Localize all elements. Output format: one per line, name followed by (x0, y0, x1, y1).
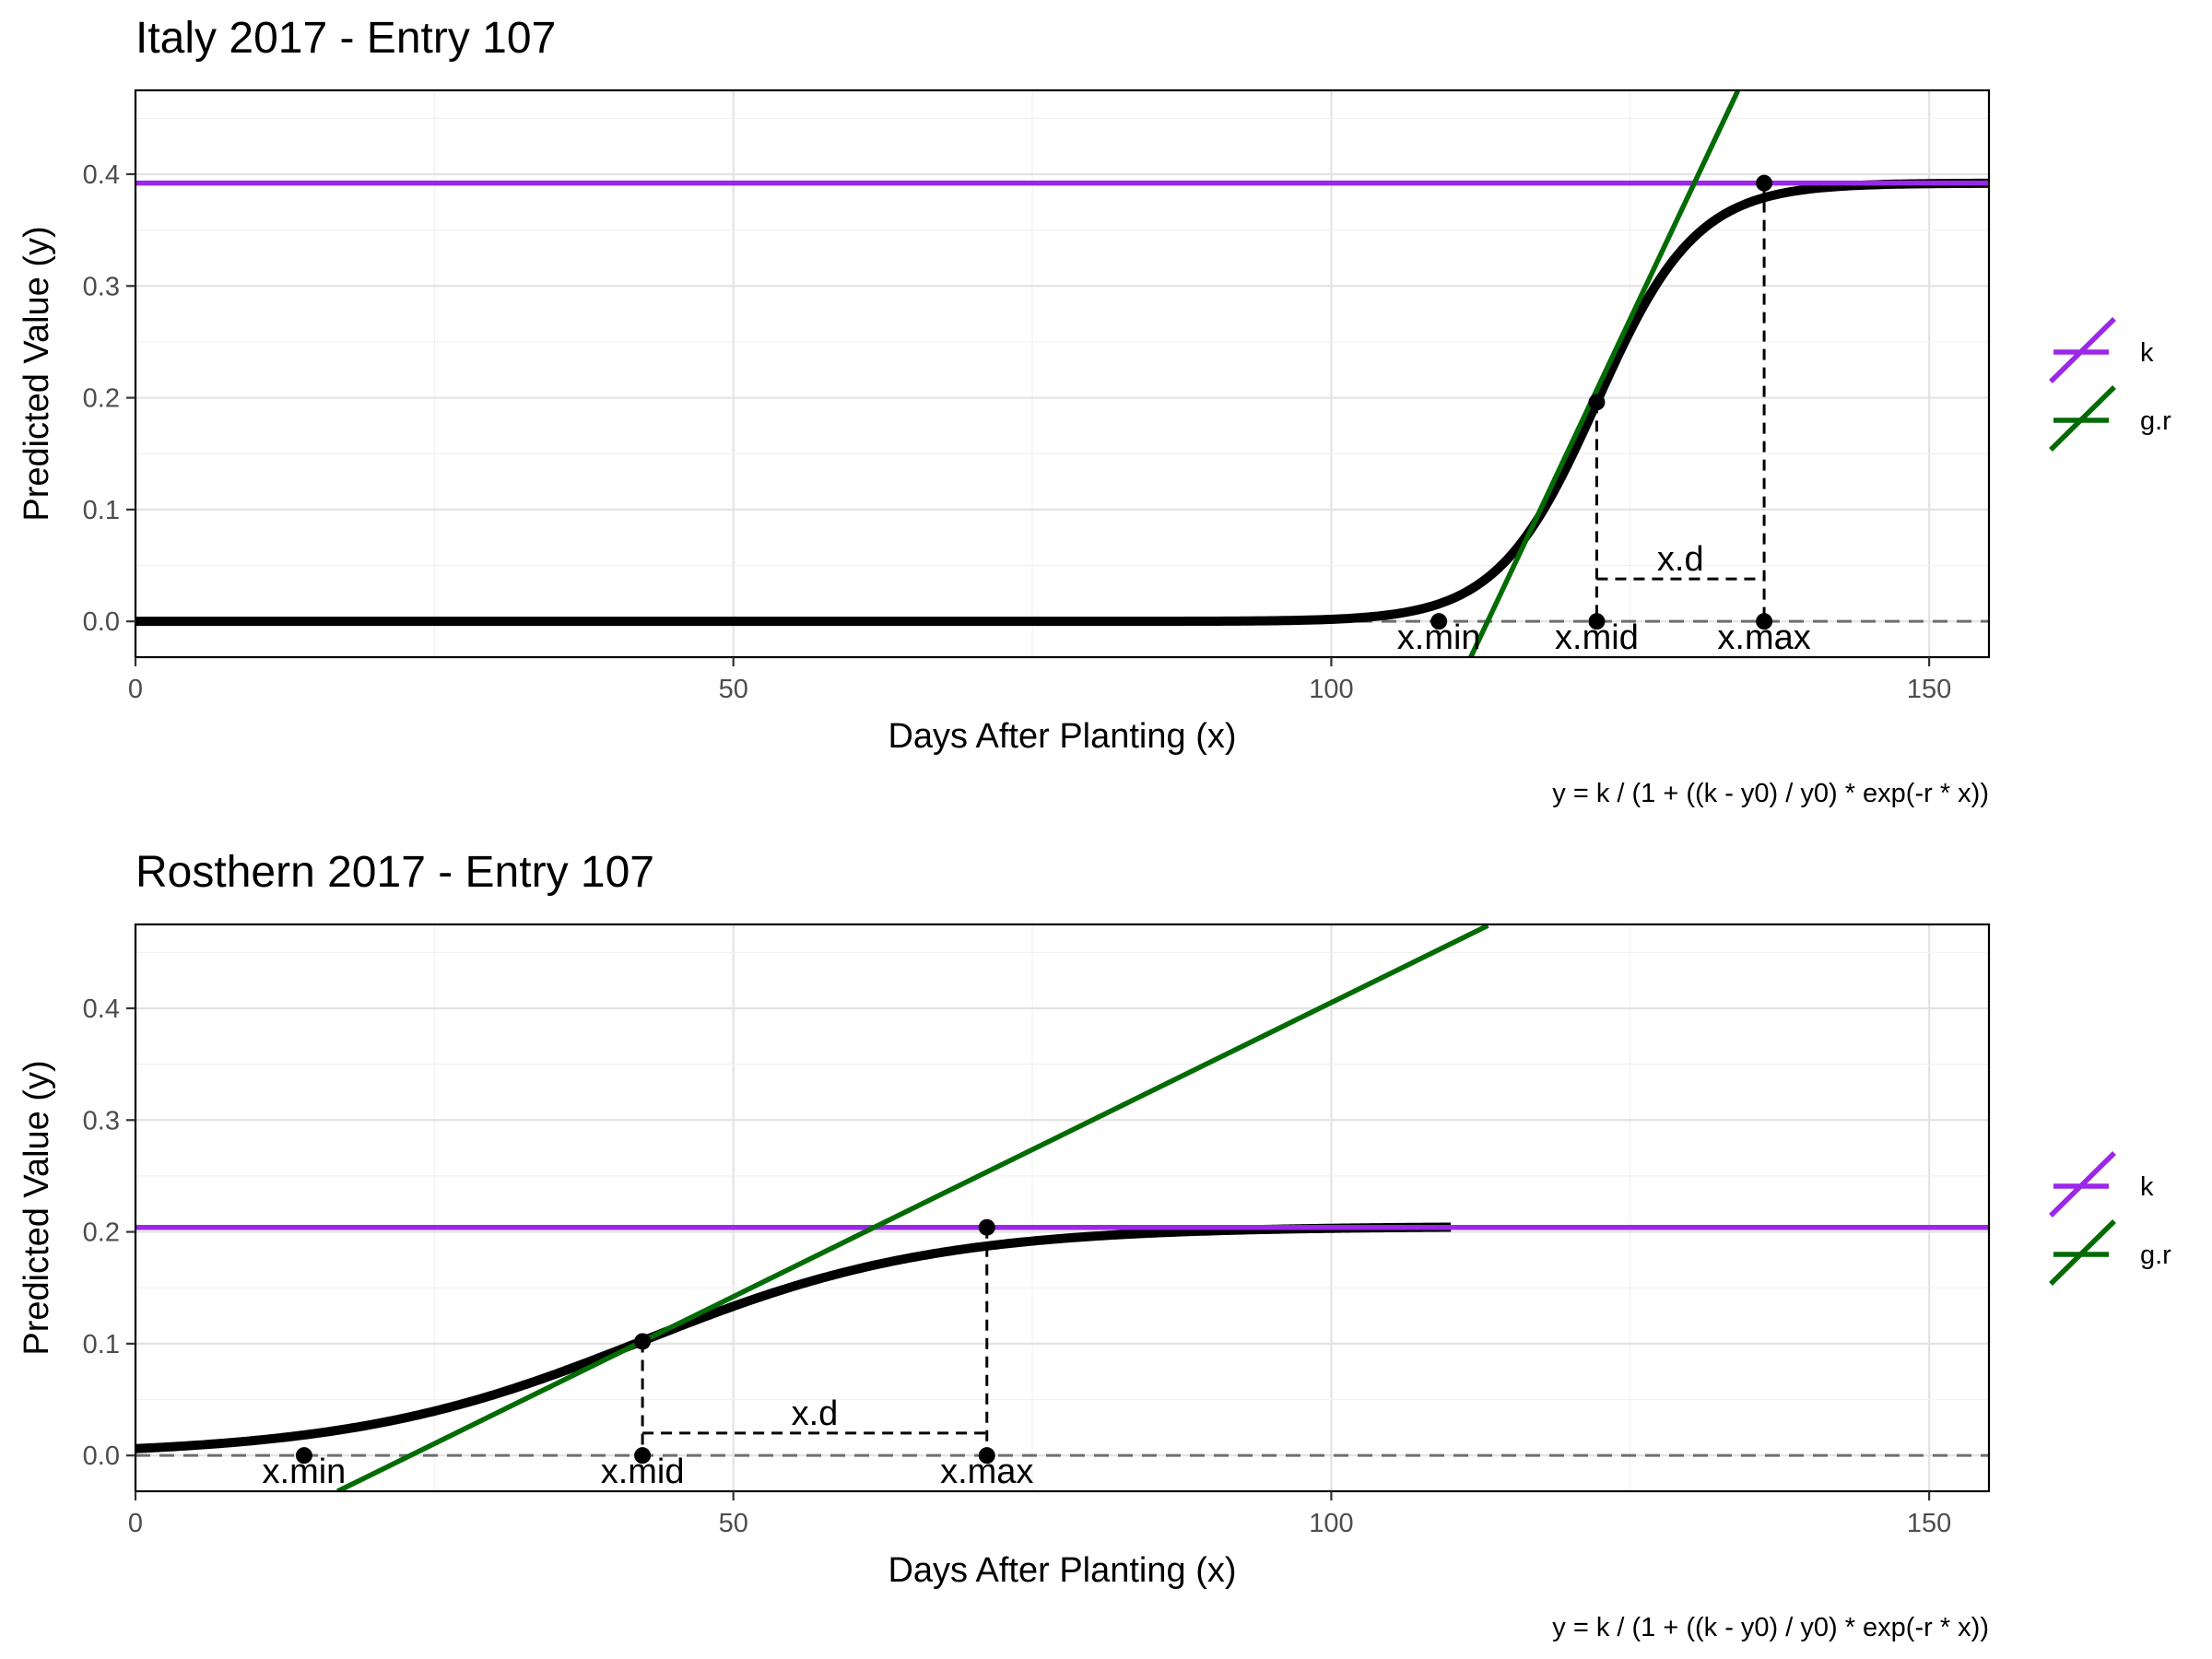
logistic-curve (135, 1222, 1452, 1453)
legend-key-g-r (2049, 1219, 2116, 1286)
x-d-label: x.d (792, 1394, 839, 1433)
panel-border (134, 88, 1991, 659)
plot-layers (135, 924, 1989, 1491)
x-tick-label: 50 (719, 1509, 748, 1538)
legend-label: g.r (2140, 1241, 2171, 1270)
y-axis-title: Predicted Value (y) (18, 1060, 56, 1355)
legend-key-k (2049, 317, 2116, 383)
chart-title: Italy 2017 - Entry 107 (135, 14, 556, 63)
point-x-max (978, 1218, 995, 1236)
y-tick-label: 0.4 (83, 160, 120, 190)
point-x-max (1756, 174, 1773, 192)
point-x-min (1430, 613, 1448, 630)
point-x-min (295, 1447, 312, 1465)
growth-rate-line (1467, 90, 1741, 657)
y-tick-label: 0.2 (83, 1218, 120, 1248)
point-label: x.max (940, 1453, 1033, 1491)
legend: k g.r (2049, 317, 2171, 452)
legend-diagonal-stroke (2049, 317, 2116, 383)
gridlines (135, 924, 1989, 1491)
x-tick-label: 0 (128, 675, 143, 704)
chart-panel-2: Rosthern 2017 - Entry 107 x.min x.mid x.max… (18, 848, 2171, 1642)
point-x-mid (1588, 394, 1606, 411)
x-axis-title: Days After Planting (x) (888, 717, 1236, 756)
point-x-mid (634, 1333, 652, 1350)
point-x-mid-baseline (1588, 613, 1606, 630)
plot-area (135, 924, 1989, 1491)
x-axis-title: Days After Planting (x) (888, 1551, 1236, 1590)
legend-label: g.r (2140, 406, 2171, 436)
y-tick-label: 0.1 (83, 1330, 120, 1359)
plot-area (135, 90, 1989, 657)
y-axis-title: Predicted Value (y) (18, 226, 56, 521)
point-markers (1430, 174, 1773, 630)
point-label: x.min (263, 1453, 347, 1491)
y-tick-label: 0.0 (83, 1441, 120, 1471)
y-tick-label: 0.2 (83, 384, 120, 414)
x-tick-label: 150 (1907, 675, 1951, 704)
point-x-max-baseline (1756, 613, 1773, 630)
point-x-max-baseline (978, 1447, 995, 1465)
chart-title: Rosthern 2017 - Entry 107 (135, 848, 654, 897)
growth-rate-line (336, 924, 1489, 1491)
x-tick-label: 100 (1309, 675, 1353, 704)
x-tick-label: 50 (719, 675, 748, 704)
legend-label: k (2140, 338, 2154, 368)
point-x-mid-baseline (634, 1447, 652, 1465)
legend-diagonal-stroke (2049, 1219, 2116, 1286)
legend-label: k (2140, 1172, 2154, 1202)
y-tick-label: 0.1 (83, 496, 120, 525)
legend-key-k (2049, 1151, 2116, 1218)
x-tick-label: 0 (128, 1509, 143, 1538)
x-d-label: x.d (1657, 540, 1704, 579)
x-tick-label: 150 (1907, 1509, 1951, 1538)
panel-border (134, 923, 1991, 1493)
legend: k g.r (2049, 1151, 2171, 1286)
y-tick-label: 0.4 (83, 994, 120, 1024)
point-label: x.mid (601, 1453, 685, 1491)
legend-key-g-r (2049, 385, 2116, 452)
legend-diagonal-stroke (2049, 1151, 2116, 1218)
y-tick-label: 0.3 (83, 272, 120, 301)
x-tick-label: 100 (1309, 1509, 1353, 1538)
point-label: x.min (1397, 618, 1481, 657)
y-tick-label: 0.0 (83, 607, 120, 637)
caption-formula: y = k / (1 + ((k - y0) / y0) * exp(-r * … (1552, 1613, 1989, 1642)
point-label: x.mid (1555, 618, 1639, 657)
chart-panel-1: Italy 2017 - Entry 107 x.min x.mid x.max x.d… (18, 14, 2171, 808)
point-markers (295, 1218, 995, 1465)
point-label: x.max (1717, 618, 1810, 657)
legend-diagonal-stroke (2049, 385, 2116, 452)
y-tick-label: 0.3 (83, 1106, 120, 1135)
caption-formula: y = k / (1 + ((k - y0) / y0) * exp(-r * … (1552, 779, 1989, 808)
logistic-curve (135, 178, 1989, 627)
plot-layers (135, 90, 1989, 657)
